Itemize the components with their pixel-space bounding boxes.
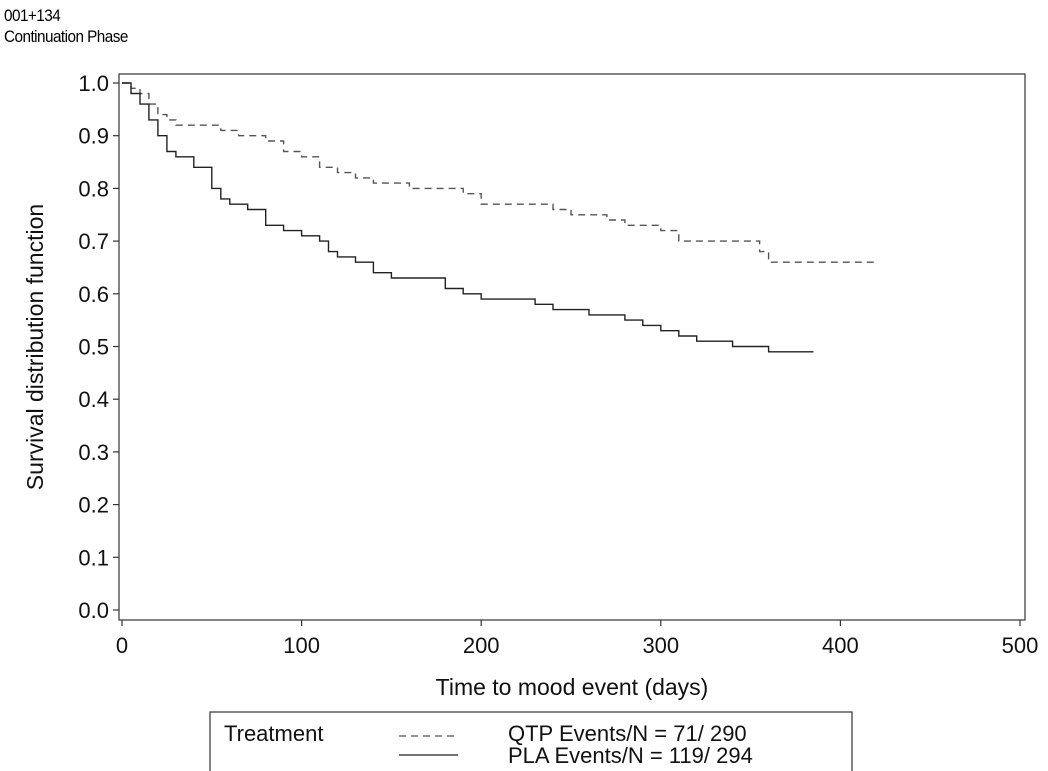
y-tick-label: 0.5 — [78, 335, 109, 360]
y-tick-label: 0.1 — [78, 545, 109, 570]
x-axis-title: Time to mood event (days) — [436, 674, 709, 700]
x-tick-label: 500 — [1002, 633, 1039, 658]
x-tick-label: 300 — [642, 633, 679, 658]
y-tick-label: 0.7 — [78, 229, 109, 254]
plot-frame — [118, 73, 1026, 621]
chart-header-phase: Continuation Phase — [4, 27, 128, 46]
series-line-pla — [122, 82, 814, 353]
chart-header-id: 001+134 — [4, 6, 61, 25]
legend-title: Treatment — [224, 721, 323, 746]
legend-label-qtp: QTP Events/N = 71/ 290 — [508, 721, 747, 746]
legend-box — [209, 711, 853, 771]
y-axis: 0.0 0.1 0.2 0.3 0.4 0.5 0.6 0.7 0.8 0.9 1.0 — [78, 71, 119, 623]
y-axis-title: Survival distribution function — [22, 204, 48, 490]
y-tick-label: 0.8 — [78, 176, 109, 201]
series-layer — [122, 82, 877, 353]
x-tick-label: 0 — [116, 633, 128, 658]
x-tick-label: 400 — [822, 633, 859, 658]
y-tick-label: 0.4 — [78, 387, 109, 412]
x-axis: 0 100 200 300 400 500 — [116, 620, 1038, 658]
x-tick-label: 200 — [463, 633, 500, 658]
legend: Treatment QTP Events/N = 71/ 290 PLA Eve… — [209, 711, 853, 771]
y-tick-label: 0.0 — [78, 598, 109, 623]
y-tick-label: 0.2 — [78, 493, 109, 518]
y-tick-label: 0.9 — [78, 124, 109, 149]
x-tick-label: 100 — [283, 633, 320, 658]
y-tick-label: 0.6 — [78, 282, 109, 307]
series-line-qtp — [122, 82, 877, 263]
y-tick-label: 0.3 — [78, 440, 109, 465]
legend-label-pla: PLA Events/N = 119/ 294 — [508, 743, 753, 768]
y-tick-label: 1.0 — [78, 71, 109, 96]
